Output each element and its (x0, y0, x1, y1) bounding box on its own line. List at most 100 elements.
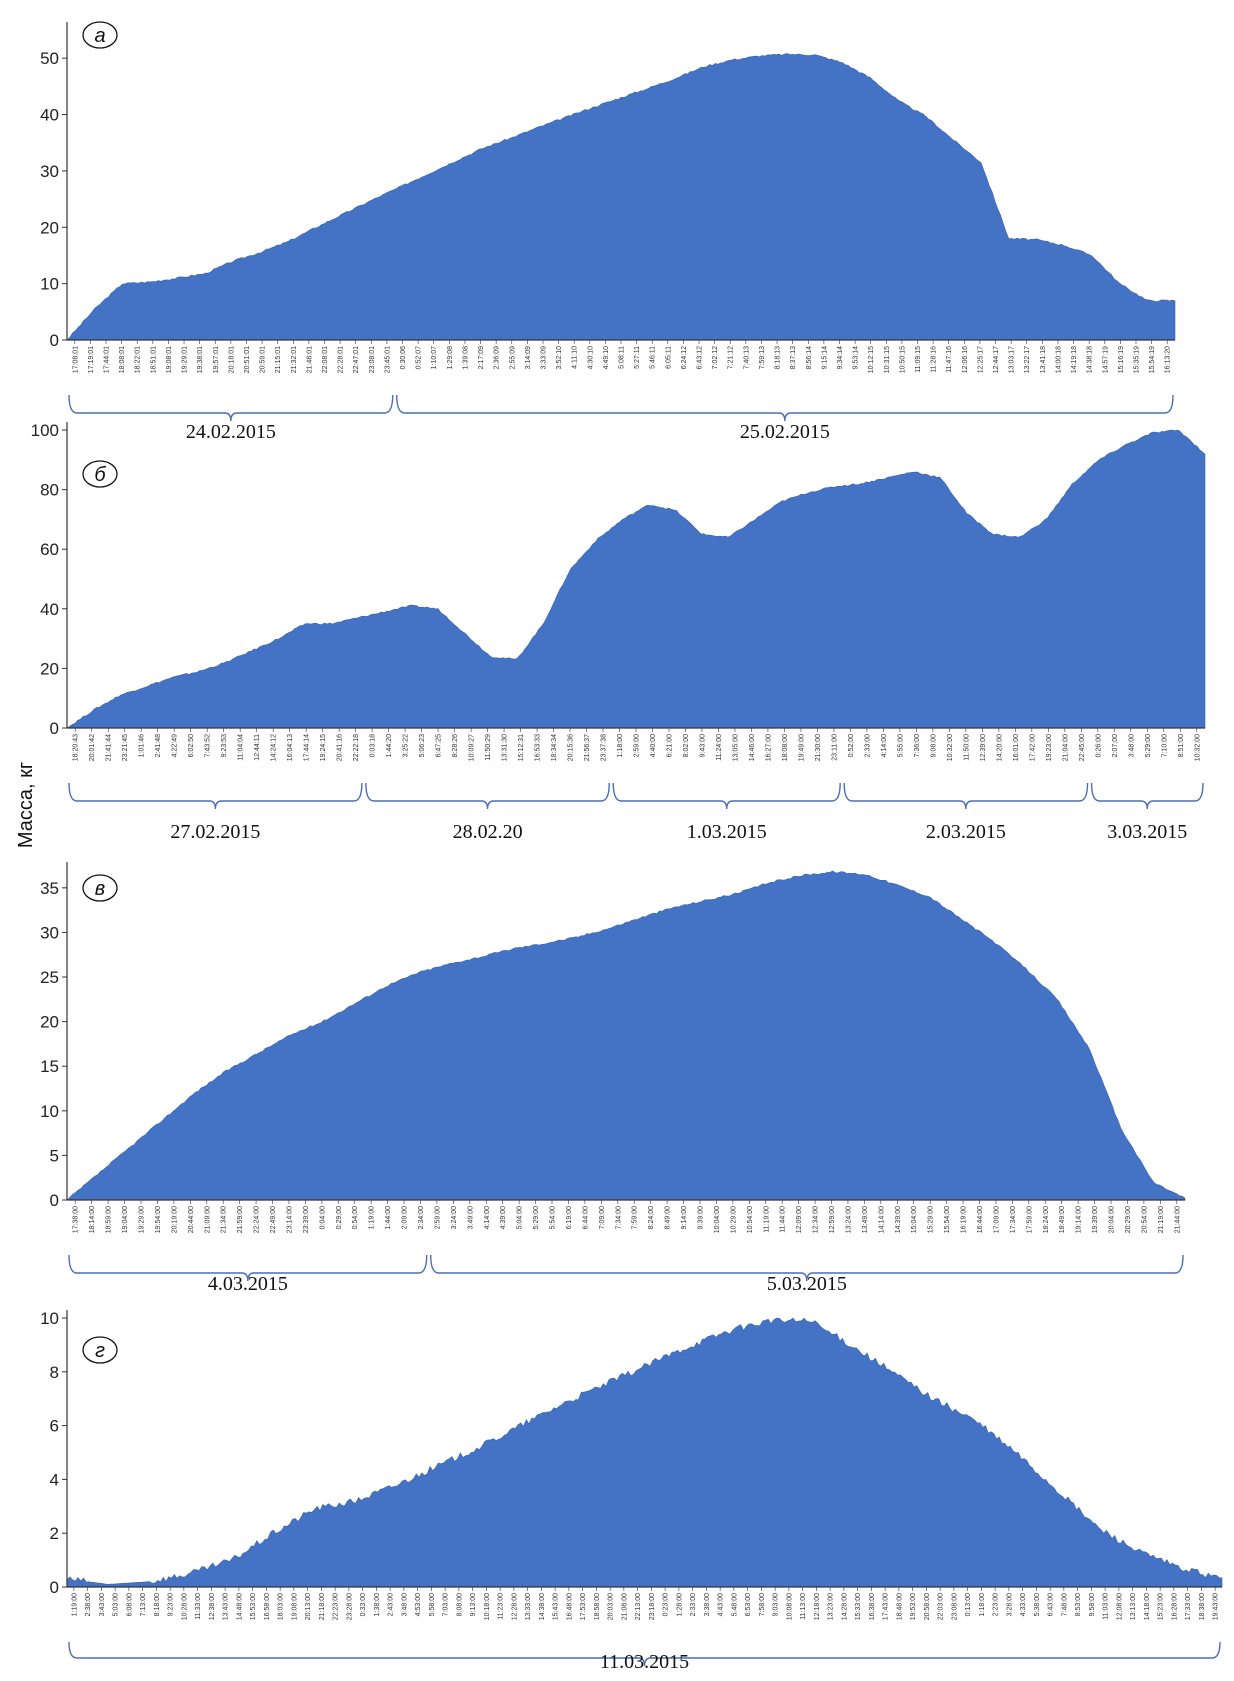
x-tick-label: 10:08:00 (786, 1593, 793, 1620)
x-tick-label: 21:18:00 (319, 1593, 326, 1620)
x-tick-label: 12:44:11 (254, 734, 261, 761)
date-group-label: 11.03.2015 (600, 1651, 689, 1673)
x-tick-label: 1:44:00 (385, 1206, 392, 1229)
x-tick-label: 9:13:00 (470, 1593, 477, 1616)
x-tick-label: 2:09:00 (402, 1206, 409, 1229)
x-tick-label: 14:19:18 (1071, 346, 1078, 373)
y-tick-label: 2 (50, 1524, 59, 1543)
date-bracket (843, 782, 1089, 810)
y-tick-label: 30 (40, 923, 59, 942)
x-tick-label: 13:31:30 (502, 734, 509, 761)
x-tick-label: 5:08:11 (619, 346, 626, 369)
date-group-label: 4.03.2015 (208, 1273, 288, 1295)
x-tick-label: 16:44:00 (977, 1206, 984, 1233)
x-tick-label: 8:08:00 (456, 1593, 463, 1616)
y-tick-label: 20 (40, 1013, 59, 1032)
x-tick-label: 6:53:00 (745, 1593, 752, 1616)
x-tick-label: 13:33:00 (525, 1593, 532, 1620)
x-tick-label: 13:05:00 (733, 734, 740, 761)
x-tick-label: 19:29:01 (182, 346, 189, 373)
x-tick-label: 20:58:00 (924, 1593, 931, 1620)
x-tick-label: 16:48:00 (566, 1593, 573, 1620)
date-group-label: 24.02.2015 (186, 421, 276, 443)
x-tick-label: 14:38:00 (539, 1593, 546, 1620)
y-tick-label: 0 (50, 719, 59, 738)
x-tick-label: 0:52:07 (416, 346, 423, 369)
x-tick-label: 21:04:00 (1062, 734, 1069, 761)
x-tick-label: 1:39:08 (462, 346, 469, 369)
x-tick-label: 14:18:00 (1144, 1593, 1151, 1620)
x-tick-label: 3:38:00 (704, 1593, 711, 1616)
x-tick-label: 23:21:45 (122, 734, 129, 761)
x-tick-label: 21:15:01 (275, 346, 282, 373)
y-tick-label: 35 (40, 879, 59, 898)
x-tick-label: 21:59:00 (237, 1206, 244, 1233)
x-tick-label: 12:38:00 (209, 1593, 216, 1620)
x-tick-label: 14:39:00 (895, 1206, 902, 1233)
x-tick-label: 10:04:00 (714, 1206, 721, 1233)
x-tick-label: 14:38:18 (1087, 346, 1094, 373)
x-tick-label: 17:53:00 (580, 1593, 587, 1620)
x-tick-label: 5:55:00 (897, 734, 904, 757)
x-tick-label: 18:51:01 (150, 346, 157, 373)
x-tick-label: 0:13:00 (965, 1593, 972, 1616)
x-tick-label: 19:23:00 (1046, 734, 1053, 761)
date-group-label: 1.03.2015 (687, 821, 767, 843)
x-tick-label: 5:46:11 (650, 346, 657, 369)
x-tick-label: 13:24:00 (846, 1206, 853, 1233)
x-tick-label: 22:03:00 (938, 1593, 945, 1620)
x-tick-label: 20:29:00 (1125, 1206, 1132, 1233)
x-tick-label: 2:41:48 (155, 734, 162, 757)
x-tick-label: 22:45:00 (1079, 734, 1086, 761)
x-tick-label: 2:17:09 (478, 346, 485, 369)
x-tick-label: 20:04:00 (1109, 1206, 1116, 1233)
panel-letter: в (95, 878, 105, 900)
x-tick-label: 17:44:14 (304, 734, 311, 761)
x-tick-label: 2:59:00 (434, 1206, 441, 1229)
series-area (66, 1317, 1223, 1588)
x-tick-label: 0:30:06 (400, 346, 407, 369)
x-tick-label: 19:49:00 (798, 734, 805, 761)
x-tick-label: 23:08:00 (951, 1593, 958, 1620)
x-tick-label: 3:48:00 (1128, 734, 1135, 757)
x-tick-label: 20:19:00 (171, 1206, 178, 1233)
x-tick-label: 7:48:00 (1061, 1593, 1068, 1616)
x-tick-label: 1:28:00 (676, 1593, 683, 1616)
x-tick-label: 21:34:00 (221, 1206, 228, 1233)
x-tick-label: 15:16:19 (1118, 346, 1125, 373)
x-tick-label: 11:04:04 (238, 734, 245, 761)
x-tick-label: 2:23:00 (993, 1593, 1000, 1616)
panel-letter-badge (82, 874, 118, 902)
x-tick-label: 2:59:00 (634, 734, 641, 757)
x-tick-label: 14:46:00 (749, 734, 756, 761)
date-bracket (612, 782, 841, 810)
x-tick-label: 5:04:00 (517, 1206, 524, 1229)
y-tick-label: 10 (40, 1309, 59, 1328)
x-tick-label: 3:28:00 (1006, 1593, 1013, 1616)
x-tick-label: 1:44:20 (386, 734, 393, 757)
x-tick-label: 7:21:12 (728, 346, 735, 369)
x-tick-label: 2:43:00 (388, 1593, 395, 1616)
x-tick-label: 10:18:00 (484, 1593, 491, 1620)
x-tick-label: 21:48:01 (306, 346, 313, 373)
y-tick-label: 80 (40, 481, 59, 500)
x-tick-label: 19:38:01 (197, 346, 204, 373)
x-tick-label: 13:22:17 (1024, 346, 1031, 373)
x-tick-label: 8:51:00 (1178, 734, 1185, 757)
x-tick-label: 8:02:00 (683, 734, 690, 757)
x-tick-label: 12:44:17 (993, 346, 1000, 373)
x-tick-label: 17:08:01 (72, 346, 79, 373)
x-tick-label: 0:04:00 (319, 1206, 326, 1229)
x-tick-label: 9:08:00 (930, 734, 937, 757)
x-tick-label: 2:34:00 (418, 1206, 425, 1229)
y-tick-label: 50 (40, 49, 59, 68)
x-tick-label: 4:39:00 (500, 1206, 507, 1229)
x-tick-label: 19:08:00 (291, 1593, 298, 1620)
date-bracket (68, 1254, 428, 1282)
x-tick-label: 16:04:13 (287, 734, 294, 761)
x-tick-label: 15:12:31 (518, 734, 525, 761)
y-tick-label: 20 (40, 218, 59, 237)
date-bracket (68, 394, 394, 422)
x-tick-label: 18:58:00 (594, 1593, 601, 1620)
x-tick-label: 18:49:00 (1059, 1206, 1066, 1233)
